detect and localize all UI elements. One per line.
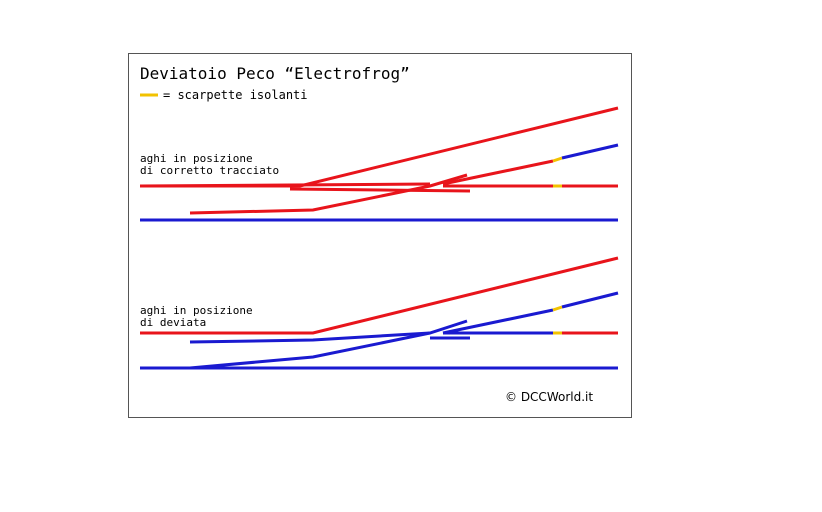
rail — [442, 308, 554, 335]
blade — [189, 173, 468, 215]
title: Deviatoio Peco “Electrofrog” — [140, 64, 410, 83]
rail — [442, 159, 554, 186]
rail — [189, 331, 431, 370]
rail — [140, 256, 619, 335]
panel-label: di corretto tracciato — [140, 164, 279, 177]
credit: © DCCWorld.it — [505, 390, 593, 404]
insulator — [552, 156, 563, 163]
insulator — [552, 305, 563, 312]
frame — [128, 53, 632, 418]
track-diagram — [140, 256, 619, 370]
rail — [561, 143, 619, 160]
panel-label: aghi in posizione — [140, 152, 253, 165]
track-diagram — [139, 106, 619, 222]
blade — [189, 319, 468, 344]
rail — [139, 182, 431, 188]
rail — [289, 187, 471, 193]
legend-label: = scarpette isolanti — [163, 88, 308, 102]
rail — [561, 291, 619, 309]
panel-label: di deviata — [140, 316, 206, 329]
panel-label: aghi in posizione — [140, 304, 253, 317]
